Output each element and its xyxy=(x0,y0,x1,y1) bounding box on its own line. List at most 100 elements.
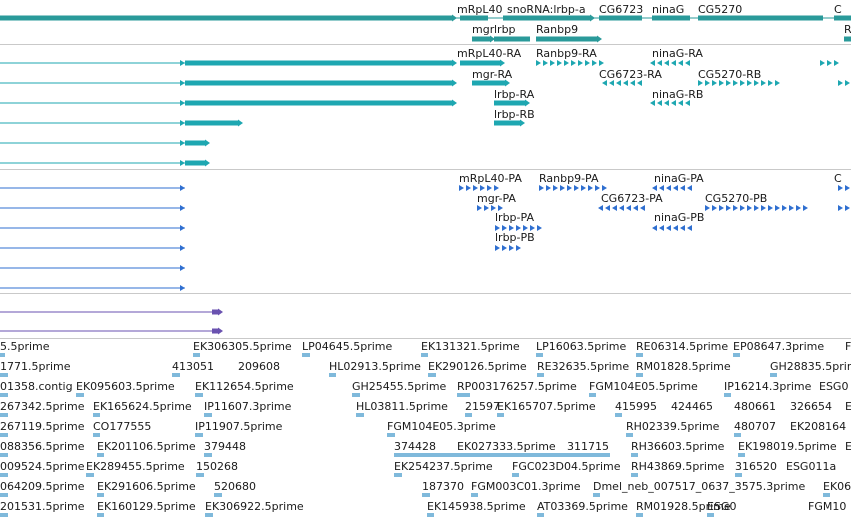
transcript-label[interactable]: lrbp-RB xyxy=(494,108,535,121)
gene-ranbp9-upper-arrow[interactable] xyxy=(590,14,595,22)
transcript-mRpL40-PA[interactable] xyxy=(487,185,492,191)
gene-mgr-arrow[interactable] xyxy=(490,35,495,43)
est-label[interactable]: EK160129.5prime xyxy=(97,500,196,513)
est-feature[interactable] xyxy=(97,453,104,457)
transcript-Ranbp9-RA[interactable] xyxy=(578,60,583,66)
transcript-exon[interactable] xyxy=(185,160,205,166)
est-label[interactable]: EK145938.5prime xyxy=(427,500,526,513)
est-feature[interactable] xyxy=(302,353,310,357)
transcript-CG6723-PA[interactable] xyxy=(612,205,617,211)
transcript-mRpL40-RA-arrow[interactable] xyxy=(452,59,457,67)
transcript-lrbp-PA[interactable] xyxy=(502,225,507,231)
est-label[interactable]: EK290126.5prime xyxy=(428,360,527,373)
est-label[interactable]: EK201106.5prime xyxy=(97,440,196,453)
gene-Ranbp9[interactable] xyxy=(536,36,597,42)
est-label[interactable]: 201531.5prime xyxy=(0,500,85,513)
gene-label[interactable]: ninaG xyxy=(652,3,685,16)
est-label[interactable]: 209608 xyxy=(238,360,280,373)
est-feature[interactable] xyxy=(195,433,203,437)
transcript-CG5270-PB[interactable] xyxy=(782,205,787,211)
transcript-CG6723-PA[interactable] xyxy=(633,205,638,211)
est-feature[interactable] xyxy=(356,413,364,417)
est-label[interactable]: RE06314.5prime xyxy=(636,340,729,353)
transcript-lrbp-PA[interactable] xyxy=(523,225,528,231)
transcript-ninaG-RB[interactable] xyxy=(650,100,655,106)
transcript-Ranbp9-PA[interactable] xyxy=(602,185,607,191)
est-feature[interactable] xyxy=(428,373,436,377)
est-label[interactable]: RP003176257.5prime xyxy=(457,380,577,393)
transcript-strand-arrow[interactable] xyxy=(820,60,825,66)
transcript-lrbp-PB[interactable] xyxy=(502,245,507,251)
est-label[interactable]: LP04645.5prime xyxy=(302,340,393,353)
est-feature[interactable] xyxy=(589,393,596,397)
est-feature[interactable] xyxy=(86,473,94,477)
transcript-ninaG-RB[interactable] xyxy=(657,100,662,106)
est-label[interactable]: RM01828.5prime xyxy=(636,360,731,373)
transcript-CG5270-PB[interactable] xyxy=(719,205,724,211)
gene-label[interactable]: C xyxy=(834,3,842,16)
gene-label[interactable]: mRpL40 xyxy=(457,3,503,16)
transcript-ninaG-PB[interactable] xyxy=(666,225,671,231)
transcript-label[interactable]: CG5270-RB xyxy=(698,68,762,81)
est-feature[interactable] xyxy=(0,373,8,377)
est-feature[interactable] xyxy=(823,493,830,497)
transcript-CG5270-PB[interactable] xyxy=(705,205,710,211)
transcript-strand-arrow[interactable] xyxy=(180,120,185,126)
transcript-exon-arrow[interactable] xyxy=(452,79,457,87)
transcript-Ranbp9-RA[interactable] xyxy=(557,60,562,66)
transcript-CG5270-PB[interactable] xyxy=(726,205,731,211)
est-label[interactable]: EK306922.5prime xyxy=(205,500,304,513)
transcript-CG5270-RB[interactable] xyxy=(761,80,766,86)
transcript-CG5270-PB[interactable] xyxy=(712,205,717,211)
transcript-CG5270-RB[interactable] xyxy=(754,80,759,86)
est-feature[interactable] xyxy=(738,453,745,457)
transcript-Ranbp9-PA[interactable] xyxy=(539,185,544,191)
gene-label[interactable]: mgr xyxy=(472,23,495,36)
transcript-label[interactable]: CG6723-PA xyxy=(601,192,663,205)
transcript-ninaG-RA[interactable] xyxy=(664,60,669,66)
gene-CG5270[interactable] xyxy=(698,15,823,21)
transcript-CG6723-RA[interactable] xyxy=(637,80,642,86)
est-feature[interactable] xyxy=(733,353,740,357)
transcript-CG6723-RA[interactable] xyxy=(623,80,628,86)
est-label[interactable]: 267342.5prime xyxy=(0,400,85,413)
transcript-strand-arrow[interactable] xyxy=(845,185,850,191)
transcript-CG5270-RB[interactable] xyxy=(775,80,780,86)
est-label[interactable]: GH25455.5prime xyxy=(352,380,447,393)
transcript-CG6723-PA[interactable] xyxy=(619,205,624,211)
transcript-label[interactable]: mgr-PA xyxy=(477,192,516,205)
est-label[interactable]: 379448 xyxy=(204,440,246,453)
est-feature[interactable] xyxy=(0,513,8,517)
transcript-lrbp-PA[interactable] xyxy=(530,225,535,231)
transcript-CG5270-PB[interactable] xyxy=(775,205,780,211)
transcript-exon-arrow[interactable] xyxy=(500,59,505,67)
est-label[interactable]: E xyxy=(845,440,851,453)
est-label[interactable]: 064209.5prime xyxy=(0,480,85,493)
est-label[interactable]: 311715 xyxy=(567,440,609,453)
transcript-CG6723-PA[interactable] xyxy=(598,205,603,211)
transcript-ninaG-PB[interactable] xyxy=(659,225,664,231)
est-feature[interactable] xyxy=(626,433,633,437)
transcript-lrbp-PA[interactable] xyxy=(537,225,542,231)
transcript-ninaG-PA[interactable] xyxy=(673,185,678,191)
transcript-exon[interactable] xyxy=(185,80,452,86)
transcript-Ranbp9-PA[interactable] xyxy=(553,185,558,191)
transcript-ninaG-PA[interactable] xyxy=(666,185,671,191)
transcript-exon-arrow[interactable] xyxy=(238,119,243,127)
est-label[interactable]: EK254237.5prime xyxy=(394,460,493,473)
transcript-lrbp-PB[interactable] xyxy=(516,245,521,251)
transcript-label[interactable]: mRpL40-RA xyxy=(457,47,522,60)
est-label[interactable]: ESG011a xyxy=(786,460,837,473)
est-label[interactable]: RH02339.5prime xyxy=(626,420,720,433)
transcript-exon-arrow[interactable] xyxy=(205,159,210,167)
transcript-Ranbp9-PA[interactable] xyxy=(574,185,579,191)
gene-label[interactable]: CG6723 xyxy=(599,3,644,16)
transcript-label[interactable]: lrbp-PA xyxy=(495,211,534,224)
transcript-label[interactable]: CG5270-PB xyxy=(705,192,768,205)
transcript-exon-arrow[interactable] xyxy=(452,99,457,107)
est-feature[interactable] xyxy=(465,413,472,417)
est-feature[interactable] xyxy=(457,393,470,397)
transcript-CG5270-RB[interactable] xyxy=(726,80,731,86)
transcript-strand-arrow[interactable] xyxy=(834,60,839,66)
est-feature[interactable] xyxy=(204,453,212,457)
